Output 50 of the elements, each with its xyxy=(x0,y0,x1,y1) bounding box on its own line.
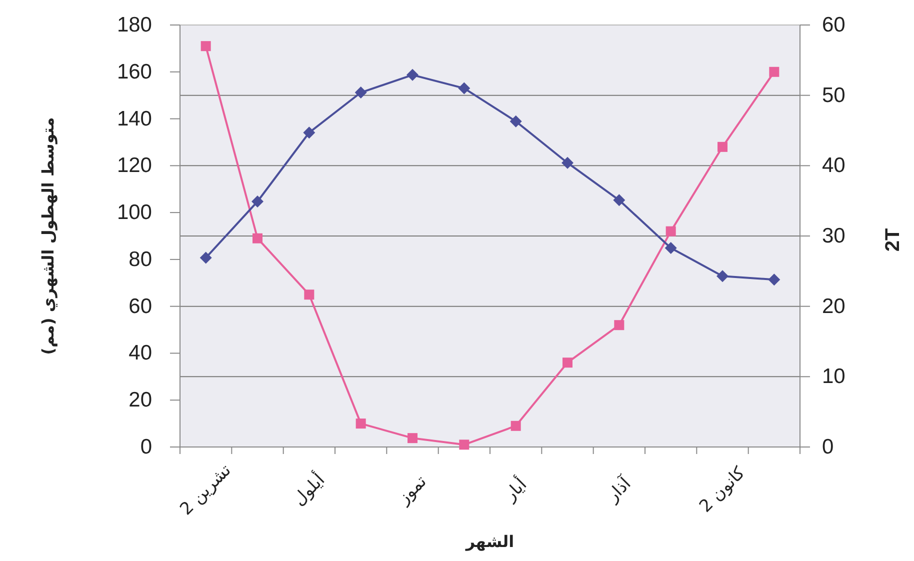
point xyxy=(562,156,574,169)
point xyxy=(716,270,728,282)
y-tick-label: 100 xyxy=(116,201,152,224)
y-tick-label: 40 xyxy=(128,342,152,365)
point xyxy=(718,142,728,152)
y2-tick-label: 10 xyxy=(822,365,846,388)
point xyxy=(510,420,521,431)
point xyxy=(356,418,366,429)
point xyxy=(458,82,470,94)
y2-tick-label: 40 xyxy=(822,154,846,178)
point xyxy=(304,290,314,300)
x-axis-title: الشهر xyxy=(464,532,514,551)
point xyxy=(252,196,264,208)
y2-tick-label: 30 xyxy=(822,224,846,248)
x-tick-label: تموز xyxy=(394,472,431,509)
point xyxy=(666,226,676,236)
point xyxy=(200,252,212,264)
y-tick-label: 180 xyxy=(116,14,152,36)
y-tick-label: 120 xyxy=(116,154,152,178)
y-tick-label: 60 xyxy=(128,294,152,318)
point xyxy=(200,41,211,52)
x-tick-label: آذار xyxy=(602,472,636,507)
point xyxy=(303,126,316,139)
point xyxy=(510,115,522,128)
point xyxy=(614,320,624,330)
y-tick-label: 140 xyxy=(116,107,152,130)
point xyxy=(406,68,418,81)
x-tick-label: أيلول xyxy=(288,468,330,510)
point xyxy=(408,433,418,444)
x-tick-label: أيار xyxy=(498,473,531,506)
point xyxy=(354,86,367,99)
point xyxy=(769,66,780,77)
y2-axis-title: 2T xyxy=(882,228,904,252)
point xyxy=(664,242,677,254)
point xyxy=(613,194,626,206)
y-tick-label: 160 xyxy=(116,60,152,84)
point xyxy=(252,233,262,244)
y-axis-title: متوسط الهطول الشهري (مم) xyxy=(38,117,58,355)
x-tick-label: تشرين 2 xyxy=(176,460,236,520)
y2-tick-label: 60 xyxy=(822,14,846,36)
x-tick-label: كانون 2 xyxy=(696,462,750,517)
y2-tick-label: 50 xyxy=(822,84,846,107)
y-tick-label: 20 xyxy=(128,388,152,412)
y2-tick-label: 20 xyxy=(822,294,846,318)
point xyxy=(562,358,572,368)
y2-tick-label: 0 xyxy=(822,436,834,458)
y-tick-label: 0 xyxy=(140,436,152,458)
point xyxy=(459,440,470,450)
point xyxy=(768,274,780,286)
y-tick-label: 80 xyxy=(128,248,152,271)
